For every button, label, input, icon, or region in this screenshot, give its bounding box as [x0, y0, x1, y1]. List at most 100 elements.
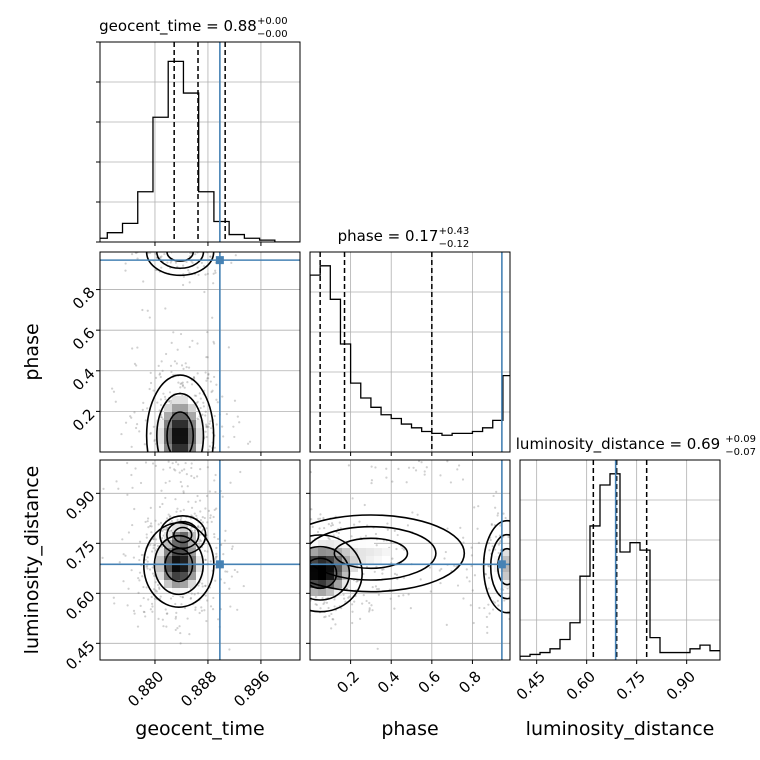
scatter-point — [370, 482, 373, 485]
scatter-point — [167, 460, 170, 463]
scatter-point — [148, 316, 151, 319]
scatter-point — [159, 403, 163, 407]
scatter-point — [162, 625, 165, 628]
y-tick-label: 0.75 — [62, 537, 98, 573]
scatter-point — [215, 555, 218, 558]
scatter-point — [205, 619, 208, 623]
scatter-point — [158, 586, 161, 589]
scatter-point — [351, 610, 354, 613]
scatter-point — [305, 571, 307, 573]
scatter-point — [300, 620, 302, 622]
x-tick-label: 0.896 — [230, 667, 273, 710]
scatter-point — [375, 544, 378, 547]
scatter-point — [127, 587, 130, 590]
scatter-point — [176, 348, 179, 351]
gridlines — [520, 460, 720, 660]
scatter-point — [161, 369, 164, 372]
scatter-point — [165, 612, 168, 615]
scatter-point — [215, 383, 218, 386]
density-cell — [172, 412, 180, 420]
scatter-point — [209, 255, 212, 258]
scatter-point — [139, 604, 142, 607]
scatter-point — [143, 610, 146, 614]
density-cell — [180, 580, 188, 588]
x-tick-label: 0.4 — [374, 667, 404, 697]
scatter-point — [377, 593, 380, 596]
scatter-point — [512, 594, 514, 596]
scatter-point — [183, 386, 186, 389]
scatter-point — [153, 543, 157, 547]
histogram-content — [310, 252, 510, 452]
scatter-point — [178, 625, 181, 628]
y-tick-label: 0.8 — [69, 283, 99, 313]
scatter-point — [210, 520, 213, 523]
scatter-point — [213, 375, 216, 379]
density-cell — [164, 548, 172, 556]
scatter-point — [165, 526, 168, 529]
x-tick-label: 0.75 — [613, 667, 649, 703]
scatter-point — [351, 621, 354, 625]
scatter-point — [391, 480, 394, 483]
scatter-point — [416, 513, 419, 516]
density-cell — [342, 564, 350, 572]
scatter-point — [487, 565, 490, 568]
density-cell — [366, 548, 374, 556]
scatter-point — [203, 549, 206, 552]
scatter-point — [189, 252, 192, 255]
scatter-point — [149, 431, 152, 435]
density-cell — [326, 556, 334, 564]
scatter-point — [130, 416, 133, 419]
scatter-point — [323, 616, 326, 619]
density-content — [100, 252, 300, 455]
density-cell — [156, 556, 164, 564]
density-cell — [180, 540, 188, 548]
density-cell — [188, 580, 196, 588]
scatter-point — [157, 617, 160, 620]
scatter-point — [145, 533, 148, 536]
scatter-point — [487, 576, 491, 580]
density-cell — [310, 572, 318, 580]
scatter-point — [194, 528, 197, 532]
scatter-point — [126, 461, 129, 465]
scatter-point — [142, 585, 145, 589]
density-cell — [164, 428, 172, 436]
scatter-point — [233, 568, 236, 572]
scatter-point — [323, 526, 326, 530]
scatter-point — [205, 527, 208, 530]
scatter-point — [152, 389, 155, 392]
scatter-point — [494, 535, 498, 538]
scatter-point — [406, 524, 410, 527]
scatter-point — [439, 581, 442, 585]
scatter-point — [371, 586, 374, 589]
scatter-point — [174, 261, 178, 264]
scatter-point — [212, 340, 215, 343]
density-cell — [164, 564, 172, 572]
density-cell — [188, 436, 196, 444]
scatter-point — [303, 571, 305, 573]
scatter-point — [174, 469, 177, 472]
scatter-point — [143, 453, 145, 455]
scatter-point — [152, 425, 155, 428]
scatter-point — [486, 631, 489, 634]
scatter-point — [133, 411, 136, 414]
scatter-point — [174, 615, 178, 618]
scatter-point — [515, 568, 517, 570]
x-tick-label: 0.880 — [124, 667, 167, 710]
scatter-point — [405, 481, 408, 484]
scatter-point — [206, 599, 209, 602]
scatter-point — [180, 516, 183, 519]
x-tick-label: 0.888 — [177, 667, 220, 710]
x-axis-label-geocent_time: geocent_time — [135, 718, 264, 740]
scatter-point — [205, 355, 208, 359]
scatter-point — [334, 623, 337, 626]
scatter-point — [185, 366, 188, 369]
scatter-point — [316, 530, 320, 534]
y-tick-label: 0.60 — [62, 587, 98, 623]
density-cell — [310, 588, 318, 596]
scatter-point — [210, 427, 213, 430]
truth-marker — [215, 256, 224, 265]
contour-line — [310, 514, 466, 593]
scatter-point — [306, 536, 308, 538]
scatter-point — [190, 466, 193, 470]
scatter-point — [151, 462, 155, 465]
